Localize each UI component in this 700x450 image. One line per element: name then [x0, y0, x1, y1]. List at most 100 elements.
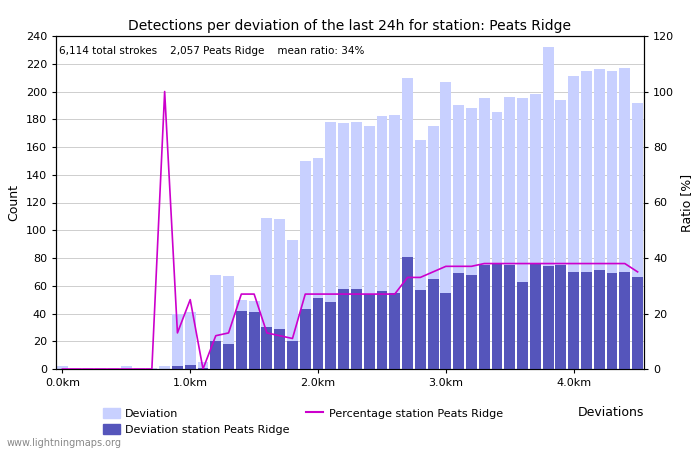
Percentage station Peats Ridge	[186, 297, 195, 302]
Bar	[415, 140, 426, 369]
Bar	[248, 301, 260, 369]
Percentage station Peats Ridge	[199, 366, 207, 372]
Bar	[594, 270, 605, 369]
Bar	[568, 272, 579, 369]
Percentage station Peats Ridge	[429, 269, 438, 274]
Percentage station Peats Ridge	[225, 330, 233, 336]
Percentage station Peats Ridge	[416, 274, 424, 280]
Bar	[453, 273, 464, 369]
Bar	[594, 69, 605, 369]
Bar	[479, 265, 490, 369]
Bar	[607, 71, 617, 369]
Bar	[364, 294, 374, 369]
Bar	[134, 368, 144, 369]
Bar	[197, 368, 209, 369]
Percentage station Peats Ridge	[531, 261, 540, 266]
Bar	[287, 341, 298, 369]
Bar	[287, 240, 298, 369]
Bar	[453, 105, 464, 369]
Bar	[632, 103, 643, 369]
Bar	[172, 366, 183, 369]
Bar	[351, 288, 362, 369]
Bar	[300, 161, 311, 369]
Bar	[479, 99, 490, 369]
Bar	[517, 282, 528, 369]
Percentage station Peats Ridge	[122, 366, 130, 372]
Percentage station Peats Ridge	[582, 261, 591, 266]
Percentage station Peats Ridge	[288, 336, 297, 341]
Percentage station Peats Ridge	[135, 366, 143, 372]
Bar	[402, 256, 413, 369]
Percentage station Peats Ridge	[301, 292, 309, 297]
Bar	[95, 368, 106, 369]
Bar	[581, 71, 592, 369]
Bar	[581, 272, 592, 369]
Bar	[70, 368, 80, 369]
Bar	[300, 309, 311, 369]
Y-axis label: Count: Count	[7, 184, 20, 221]
Percentage station Peats Ridge	[160, 89, 169, 94]
Percentage station Peats Ridge	[148, 366, 156, 372]
Text: www.lightningmaps.org: www.lightningmaps.org	[7, 438, 122, 448]
Bar	[568, 76, 579, 369]
Bar	[504, 265, 515, 369]
Percentage station Peats Ridge	[608, 261, 616, 266]
Percentage station Peats Ridge	[403, 274, 412, 280]
Percentage station Peats Ridge	[84, 366, 92, 372]
Bar	[210, 274, 221, 369]
Bar	[632, 277, 643, 369]
Percentage station Peats Ridge	[352, 292, 361, 297]
Percentage station Peats Ridge	[314, 292, 322, 297]
Bar	[185, 312, 196, 369]
Bar	[428, 279, 438, 369]
Bar	[236, 300, 247, 369]
Bar	[440, 292, 452, 369]
Percentage station Peats Ridge	[621, 261, 629, 266]
Title: Detections per deviation of the last 24h for station: Peats Ridge: Detections per deviation of the last 24h…	[129, 19, 571, 33]
Bar	[159, 366, 170, 369]
Bar	[248, 312, 260, 369]
Percentage station Peats Ridge	[237, 292, 246, 297]
Bar	[262, 218, 272, 369]
Percentage station Peats Ridge	[467, 264, 475, 269]
Bar	[313, 298, 323, 369]
Bar	[364, 126, 374, 369]
Line: Percentage station Peats Ridge: Percentage station Peats Ridge	[62, 91, 638, 369]
Bar	[556, 100, 566, 369]
Bar	[223, 344, 234, 369]
Bar	[223, 276, 234, 369]
Bar	[428, 126, 438, 369]
Bar	[542, 266, 554, 369]
Bar	[108, 368, 119, 369]
Bar	[530, 264, 541, 369]
Percentage station Peats Ridge	[173, 330, 181, 336]
Percentage station Peats Ridge	[556, 261, 565, 266]
Bar	[185, 365, 196, 369]
Bar	[326, 122, 336, 369]
Bar	[620, 272, 630, 369]
Percentage station Peats Ridge	[211, 333, 220, 338]
Bar	[491, 264, 503, 369]
Percentage station Peats Ridge	[570, 261, 578, 266]
Bar	[274, 329, 285, 369]
Bar	[377, 291, 387, 369]
Percentage station Peats Ridge	[505, 261, 514, 266]
Bar	[402, 77, 413, 369]
Percentage station Peats Ridge	[595, 261, 603, 266]
Bar	[517, 99, 528, 369]
Bar	[542, 47, 554, 369]
Percentage station Peats Ridge	[378, 292, 386, 297]
Percentage station Peats Ridge	[109, 366, 118, 372]
Percentage station Peats Ridge	[71, 366, 79, 372]
Percentage station Peats Ridge	[262, 330, 271, 336]
Percentage station Peats Ridge	[454, 264, 463, 269]
Bar	[210, 341, 221, 369]
Bar	[389, 292, 400, 369]
Percentage station Peats Ridge	[365, 292, 373, 297]
Percentage station Peats Ridge	[480, 261, 489, 266]
Percentage station Peats Ridge	[340, 292, 348, 297]
Bar	[338, 123, 349, 369]
Percentage station Peats Ridge	[493, 261, 501, 266]
Bar	[415, 290, 426, 369]
Percentage station Peats Ridge	[519, 261, 527, 266]
